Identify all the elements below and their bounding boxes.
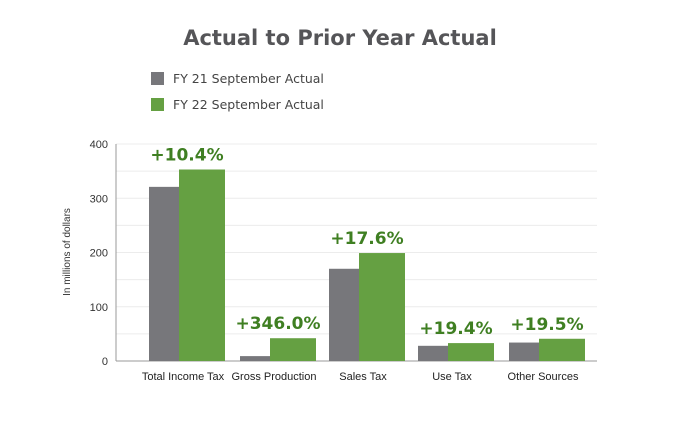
change-label: +19.5% bbox=[510, 315, 583, 335]
x-tick-label: Gross Production bbox=[232, 371, 317, 383]
bar-fy21 bbox=[240, 356, 270, 361]
x-tick-label: Sales Tax bbox=[339, 371, 387, 383]
change-label: +19.4% bbox=[419, 319, 492, 339]
chart-title: Actual to Prior Year Actual bbox=[183, 26, 497, 50]
legend-item-fy21: FY 21 September Actual bbox=[151, 71, 324, 86]
y-tick-label: 200 bbox=[90, 248, 108, 260]
y-tick-label: 300 bbox=[90, 193, 108, 205]
x-tick-label: Use Tax bbox=[432, 371, 472, 383]
bar-fy22 bbox=[270, 338, 316, 361]
change-label: +17.6% bbox=[330, 229, 403, 249]
legend-label-fy22: FY 22 September Actual bbox=[173, 97, 324, 112]
y-tick-label: 0 bbox=[102, 356, 108, 368]
y-tick-label: 400 bbox=[90, 139, 108, 151]
y-axis-label: In millions of dollars bbox=[62, 208, 73, 296]
x-tick-label: Other Sources bbox=[508, 371, 579, 383]
legend-label-fy21: FY 21 September Actual bbox=[173, 71, 324, 86]
change-label: +10.4% bbox=[150, 145, 223, 165]
legend-item-fy22: FY 22 September Actual bbox=[151, 97, 324, 112]
legend-swatch-fy21 bbox=[151, 72, 164, 85]
change-label: +346.0% bbox=[235, 314, 320, 334]
bar-fy21 bbox=[149, 186, 179, 361]
bar-fy21 bbox=[418, 345, 448, 361]
x-tick-label: Total Income Tax bbox=[142, 371, 225, 383]
bar-fy22 bbox=[448, 343, 494, 361]
bar-fy22 bbox=[179, 169, 225, 361]
bar-fy22 bbox=[539, 338, 585, 361]
bar-fy21 bbox=[509, 342, 539, 361]
bar-fy22 bbox=[359, 253, 405, 361]
legend-swatch-fy22 bbox=[151, 98, 164, 111]
bar-fy21 bbox=[329, 268, 359, 361]
y-tick-label: 100 bbox=[90, 302, 108, 314]
